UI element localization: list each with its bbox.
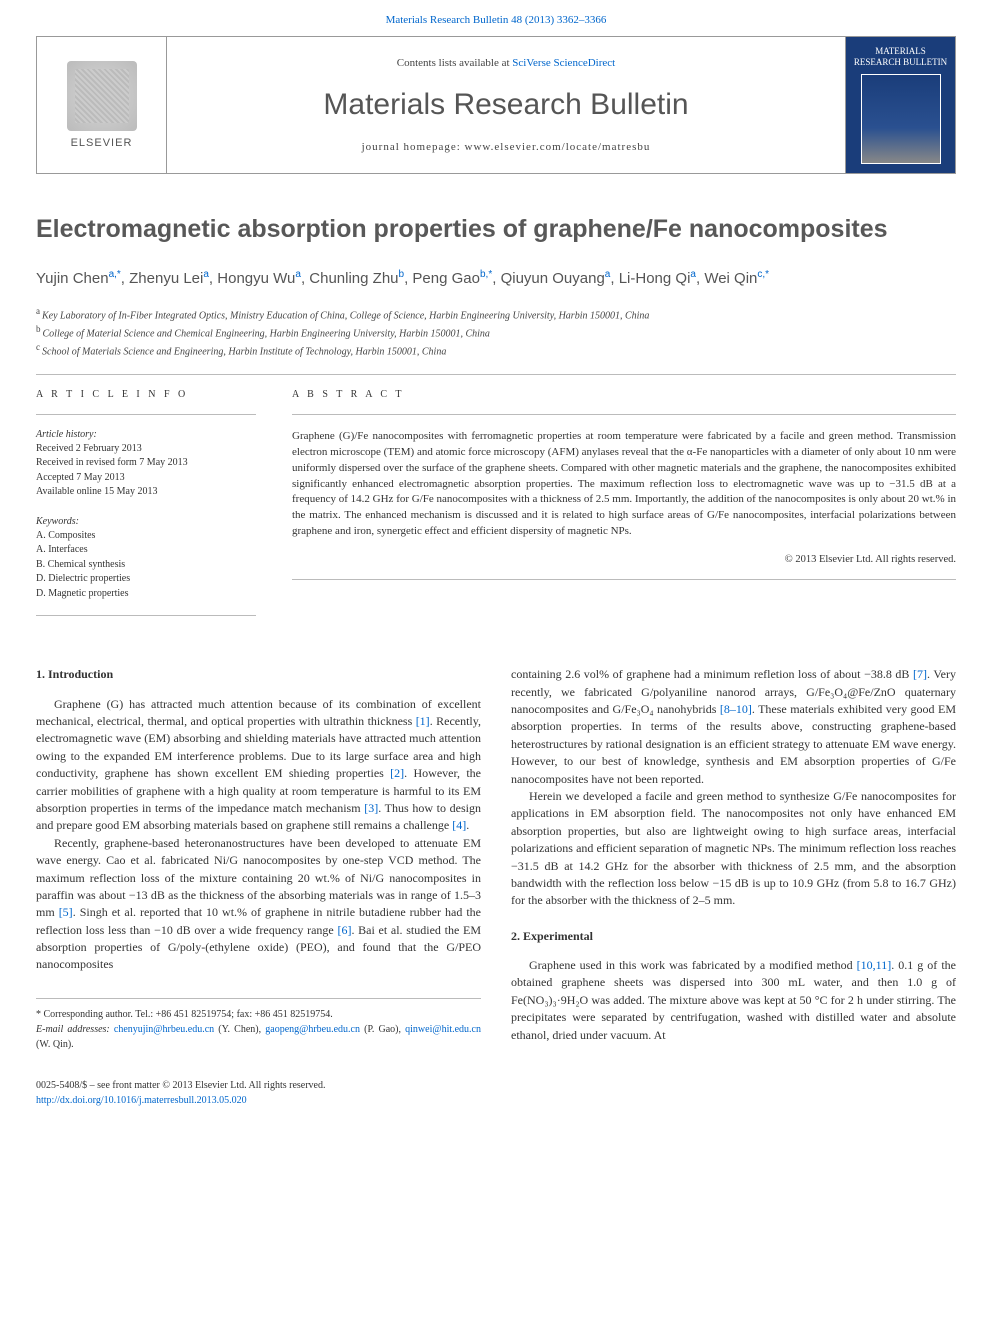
affiliation-item: aKey Laboratory of In-Fiber Integrated O…: [36, 305, 956, 323]
citation-link[interactable]: [2]: [390, 766, 404, 780]
journal-citation[interactable]: Materials Research Bulletin 48 (2013) 33…: [0, 0, 992, 36]
sciencedirect-link[interactable]: SciVerse ScienceDirect: [512, 57, 615, 69]
history-item: Received in revised form 7 May 2013: [36, 456, 256, 471]
citation-link[interactable]: [4]: [452, 818, 466, 832]
email-link[interactable]: chenyujin@hrbeu.edu.cn: [114, 1024, 214, 1035]
abstract-copyright: © 2013 Elsevier Ltd. All rights reserved…: [292, 554, 956, 565]
keyword-item: B. Chemical synthesis: [36, 558, 256, 573]
affiliations-list: aKey Laboratory of In-Fiber Integrated O…: [36, 305, 956, 360]
author-link[interactable]: Hongyu Wu: [217, 270, 295, 287]
section-heading-experimental: 2. Experimental: [511, 928, 956, 945]
history-label: Article history:: [36, 429, 256, 440]
author-link[interactable]: Peng Gao: [412, 270, 480, 287]
body-paragraph: Graphene used in this work was fabricate…: [511, 957, 956, 1044]
body-paragraph: Herein we developed a facile and green m…: [511, 788, 956, 910]
citation-link[interactable]: [1]: [416, 714, 430, 728]
abstract-heading: A B S T R A C T: [292, 389, 956, 400]
journal-homepage: journal homepage: www.elsevier.com/locat…: [362, 141, 651, 153]
publisher-name: ELSEVIER: [71, 137, 133, 149]
citation-link[interactable]: [6]: [337, 923, 351, 937]
author-link[interactable]: Chunling Zhu: [309, 270, 398, 287]
divider: [292, 414, 956, 415]
article-info-panel: A R T I C L E I N F O Article history: R…: [36, 389, 256, 631]
keyword-item: D. Dielectric properties: [36, 572, 256, 587]
citation-link[interactable]: [8–10]: [720, 702, 752, 716]
banner-center: Contents lists available at SciVerse Sci…: [167, 37, 845, 173]
section-heading-intro: 1. Introduction: [36, 666, 481, 683]
contents-prefix: Contents lists available at: [397, 57, 512, 69]
citation-link[interactable]: [10,11]: [857, 958, 892, 972]
publisher-block[interactable]: ELSEVIER: [37, 37, 167, 173]
keyword-item: D. Magnetic properties: [36, 587, 256, 602]
body-paragraph: Graphene (G) has attracted much attentio…: [36, 696, 481, 835]
article-info-heading: A R T I C L E I N F O: [36, 389, 256, 400]
author-link[interactable]: Qiuyun Ouyang: [501, 270, 605, 287]
author-link[interactable]: Zhenyu Lei: [129, 270, 203, 287]
journal-name: Materials Research Bulletin: [323, 88, 688, 122]
history-item: Available online 15 May 2013: [36, 485, 256, 500]
page-footer: 0025-5408/$ – see front matter © 2013 El…: [0, 1072, 992, 1138]
body-paragraph: Recently, graphene-based heteronanostruc…: [36, 835, 481, 974]
history-item: Received 2 February 2013: [36, 442, 256, 457]
corresponding-author-block: * Corresponding author. Tel.: +86 451 82…: [36, 998, 481, 1052]
divider: [36, 414, 256, 415]
divider: [36, 615, 256, 616]
article-body: 1. Introduction Graphene (G) has attract…: [36, 666, 956, 1052]
keyword-item: A. Composites: [36, 529, 256, 544]
elsevier-tree-icon: [67, 61, 137, 131]
contents-available: Contents lists available at SciVerse Sci…: [397, 57, 615, 69]
affiliation-item: cSchool of Materials Science and Enginee…: [36, 341, 956, 359]
issn-line: 0025-5408/$ – see front matter © 2013 El…: [36, 1078, 956, 1093]
keyword-item: A. Interfaces: [36, 543, 256, 558]
cover-title: MATERIALS RESEARCH BULLETIN: [852, 46, 949, 68]
corr-phone: * Corresponding author. Tel.: +86 451 82…: [36, 1007, 481, 1022]
affiliation-item: bCollege of Material Science and Chemica…: [36, 323, 956, 341]
homepage-prefix: journal homepage:: [362, 141, 465, 153]
citation-link[interactable]: [5]: [59, 905, 73, 919]
history-block: Received 2 February 2013Received in revi…: [36, 442, 256, 500]
author-link[interactable]: Wei Qin: [704, 270, 757, 287]
journal-banner: ELSEVIER Contents lists available at Sci…: [36, 36, 956, 174]
email-link[interactable]: qinwei@hit.edu.cn: [405, 1024, 481, 1035]
body-paragraph: containing 2.6 vol% of graphene had a mi…: [511, 666, 956, 788]
abstract-panel: A B S T R A C T Graphene (G)/Fe nanocomp…: [292, 389, 956, 631]
cover-thumbnail-block[interactable]: MATERIALS RESEARCH BULLETIN: [845, 37, 955, 173]
abstract-text: Graphene (G)/Fe nanocomposites with ferr…: [292, 429, 956, 541]
history-item: Accepted 7 May 2013: [36, 471, 256, 486]
authors-list: Yujin Chena,*, Zhenyu Leia, Hongyu Wua, …: [36, 267, 956, 291]
cover-image-icon: [861, 74, 941, 164]
author-link[interactable]: Li-Hong Qi: [619, 270, 691, 287]
citation-link[interactable]: [3]: [364, 801, 378, 815]
citation-link[interactable]: [7]: [913, 667, 927, 681]
homepage-url[interactable]: www.elsevier.com/locate/matresbu: [465, 141, 651, 153]
corr-emails: E-mail addresses: chenyujin@hrbeu.edu.cn…: [36, 1022, 481, 1052]
doi-link[interactable]: http://dx.doi.org/10.1016/j.materresbull…: [36, 1095, 247, 1106]
divider: [292, 579, 956, 580]
article-title: Electromagnetic absorption properties of…: [36, 214, 956, 245]
keywords-block: A. CompositesA. InterfacesB. Chemical sy…: [36, 529, 256, 602]
email-link[interactable]: gaopeng@hrbeu.edu.cn: [265, 1024, 360, 1035]
keywords-label: Keywords:: [36, 516, 256, 527]
divider: [36, 374, 956, 375]
author-link[interactable]: Yujin Chen: [36, 270, 109, 287]
